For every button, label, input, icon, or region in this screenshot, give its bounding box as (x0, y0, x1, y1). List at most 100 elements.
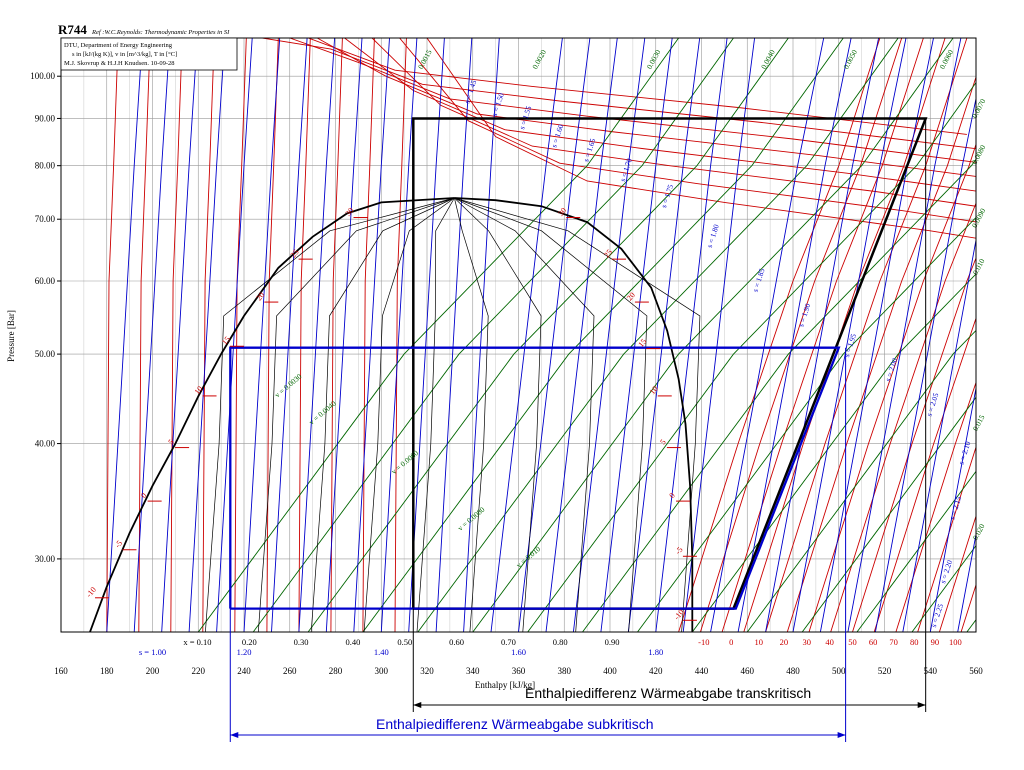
isochore-label: 0.015 (971, 413, 987, 432)
isentrope-label: s = 2.20 (938, 559, 954, 585)
isotherm-label: 30 (344, 206, 356, 218)
y-tick-label: 80.00 (35, 161, 56, 171)
isotherm-line (1005, 38, 1024, 632)
isentrope-label: s = 1.70 (618, 157, 634, 183)
isentrope-line (902, 237, 976, 632)
isentrope-line (737, 38, 852, 632)
isotherm-line (138, 38, 151, 632)
isentrope-line (435, 38, 473, 632)
isotherm-line (852, 256, 976, 632)
x-tick-label: 280 (329, 666, 343, 676)
temperature-axis-label: 20 (780, 637, 789, 647)
quality-label: 0.80 (553, 637, 568, 647)
isotherm-line (808, 142, 976, 632)
entropy-axis-label: 1.80 (648, 647, 663, 657)
x-tick-label: 560 (969, 666, 983, 676)
quality-line (205, 197, 455, 632)
isentrope-line (216, 38, 253, 632)
entropy-axis-label: 1.40 (374, 647, 389, 657)
isochore-label: 0.0060 (938, 48, 956, 71)
y-tick-label: 100.00 (30, 71, 55, 81)
isochore-line (252, 38, 734, 632)
x-tick-label: 340 (466, 666, 480, 676)
isochore-label: 0.0040 (759, 48, 777, 71)
isotherm-label: 25 (289, 248, 301, 260)
isentrope-line (463, 38, 500, 632)
isentrope-line (188, 38, 226, 632)
y-tick-label: 30.00 (35, 554, 56, 564)
x-tick-label: 480 (786, 666, 800, 676)
isentrope-lines (106, 38, 976, 632)
isotherm-line (938, 514, 976, 632)
isochore-line (362, 38, 844, 632)
arrowhead-right (917, 702, 926, 708)
temperature-axis-label: 50 (848, 637, 857, 647)
isochore-line (527, 81, 976, 632)
temperature-axis-label: 60 (869, 637, 878, 647)
quality-line (416, 197, 455, 632)
isochore-label: 0.0090 (970, 207, 988, 230)
isentrope-label: s = 1.75 (659, 183, 675, 209)
isotherm-line (399, 38, 976, 223)
entropy-axis-label: 1.60 (511, 647, 526, 657)
isotherm-label: -5 (673, 545, 684, 556)
isochore-label: v = 0.0060 (390, 448, 421, 476)
temperature-axis-label: -10 (698, 637, 709, 647)
plot-frame (60, 37, 977, 633)
isentrope-line (518, 38, 591, 632)
arrowhead-left (230, 732, 239, 738)
subcritical-label: Enthalpiedifferenz Wärmeabgabe subkritis… (376, 716, 654, 732)
info-line-2: s in [kJ/(kg K)], v in [m^3/kg], T in [°… (72, 51, 177, 58)
isentrope-line (792, 38, 907, 632)
isochore-line (197, 38, 679, 632)
isentrope-line (353, 38, 390, 632)
quality-line (454, 197, 542, 632)
quality-label: 0.90 (605, 637, 620, 647)
dome-vapor-line (454, 197, 694, 632)
isotherm-line (362, 38, 375, 632)
isotherm-label: 5 (658, 438, 667, 447)
isentrope-line (600, 38, 673, 632)
quality-label: 0.50 (397, 637, 412, 647)
chart-subtitle: Ref :W.C.Reynolds: Thermodynamic Propert… (91, 29, 230, 36)
isentrope-label: s = 1.80 (705, 223, 721, 249)
isotherm-line (873, 316, 976, 632)
isotherm-line (426, 38, 976, 239)
isochore-line (801, 396, 976, 632)
isentrope-line (133, 38, 171, 632)
x-tick-label: 160 (54, 666, 68, 676)
temperature-axis-label: 0 (729, 637, 733, 647)
transcritical-label: Enthalpiedifferenz Wärmeabgabe transkrit… (525, 685, 811, 701)
isentrope-line (765, 38, 880, 632)
quality-label: 0.30 (294, 637, 309, 647)
isotherm-label: 0 (139, 491, 148, 500)
isotherm-line (344, 38, 976, 192)
isotherm-label: -10 (84, 585, 98, 599)
isotherm-label: 20 (254, 291, 266, 303)
chart-title: R744 (58, 22, 87, 37)
isotherm-label: -5 (113, 539, 124, 550)
isentrope-label: s = 1.45 (462, 79, 478, 105)
isochore-lines (197, 38, 976, 632)
dome-liquid-line (89, 197, 455, 632)
isotherm-label: 15 (220, 335, 232, 347)
isotherm-label: 15 (636, 337, 648, 349)
temperature-axis-label: 70 (889, 637, 898, 647)
temperature-axis-label: 40 (825, 637, 834, 647)
isentrope-line (380, 38, 418, 632)
isentrope-label: s = 2.15 (947, 495, 963, 521)
saturation-dome (89, 197, 694, 632)
isochore-line (691, 273, 976, 632)
isentrope-line (545, 38, 618, 632)
isotherm-label: 10 (648, 384, 660, 396)
quality-label: x = 0.10 (183, 637, 211, 647)
quality-line (454, 197, 489, 632)
quality-line (310, 197, 455, 632)
isentrope-line (271, 38, 308, 632)
isentrope-line (847, 38, 962, 632)
isentrope-label: s = 1.85 (751, 267, 767, 293)
x-tick-label: 220 (192, 666, 206, 676)
isochore-label: 0.0080 (970, 143, 988, 166)
